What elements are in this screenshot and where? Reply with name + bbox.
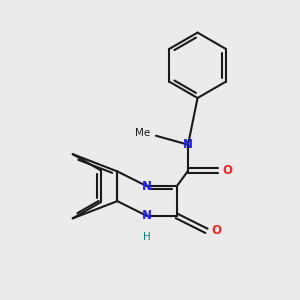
Text: O: O bbox=[211, 224, 221, 237]
Text: H: H bbox=[143, 232, 151, 242]
Text: N: N bbox=[142, 209, 152, 223]
Text: N: N bbox=[142, 180, 152, 193]
Text: N: N bbox=[183, 138, 193, 151]
Text: O: O bbox=[223, 164, 233, 177]
Text: Me: Me bbox=[135, 128, 151, 138]
